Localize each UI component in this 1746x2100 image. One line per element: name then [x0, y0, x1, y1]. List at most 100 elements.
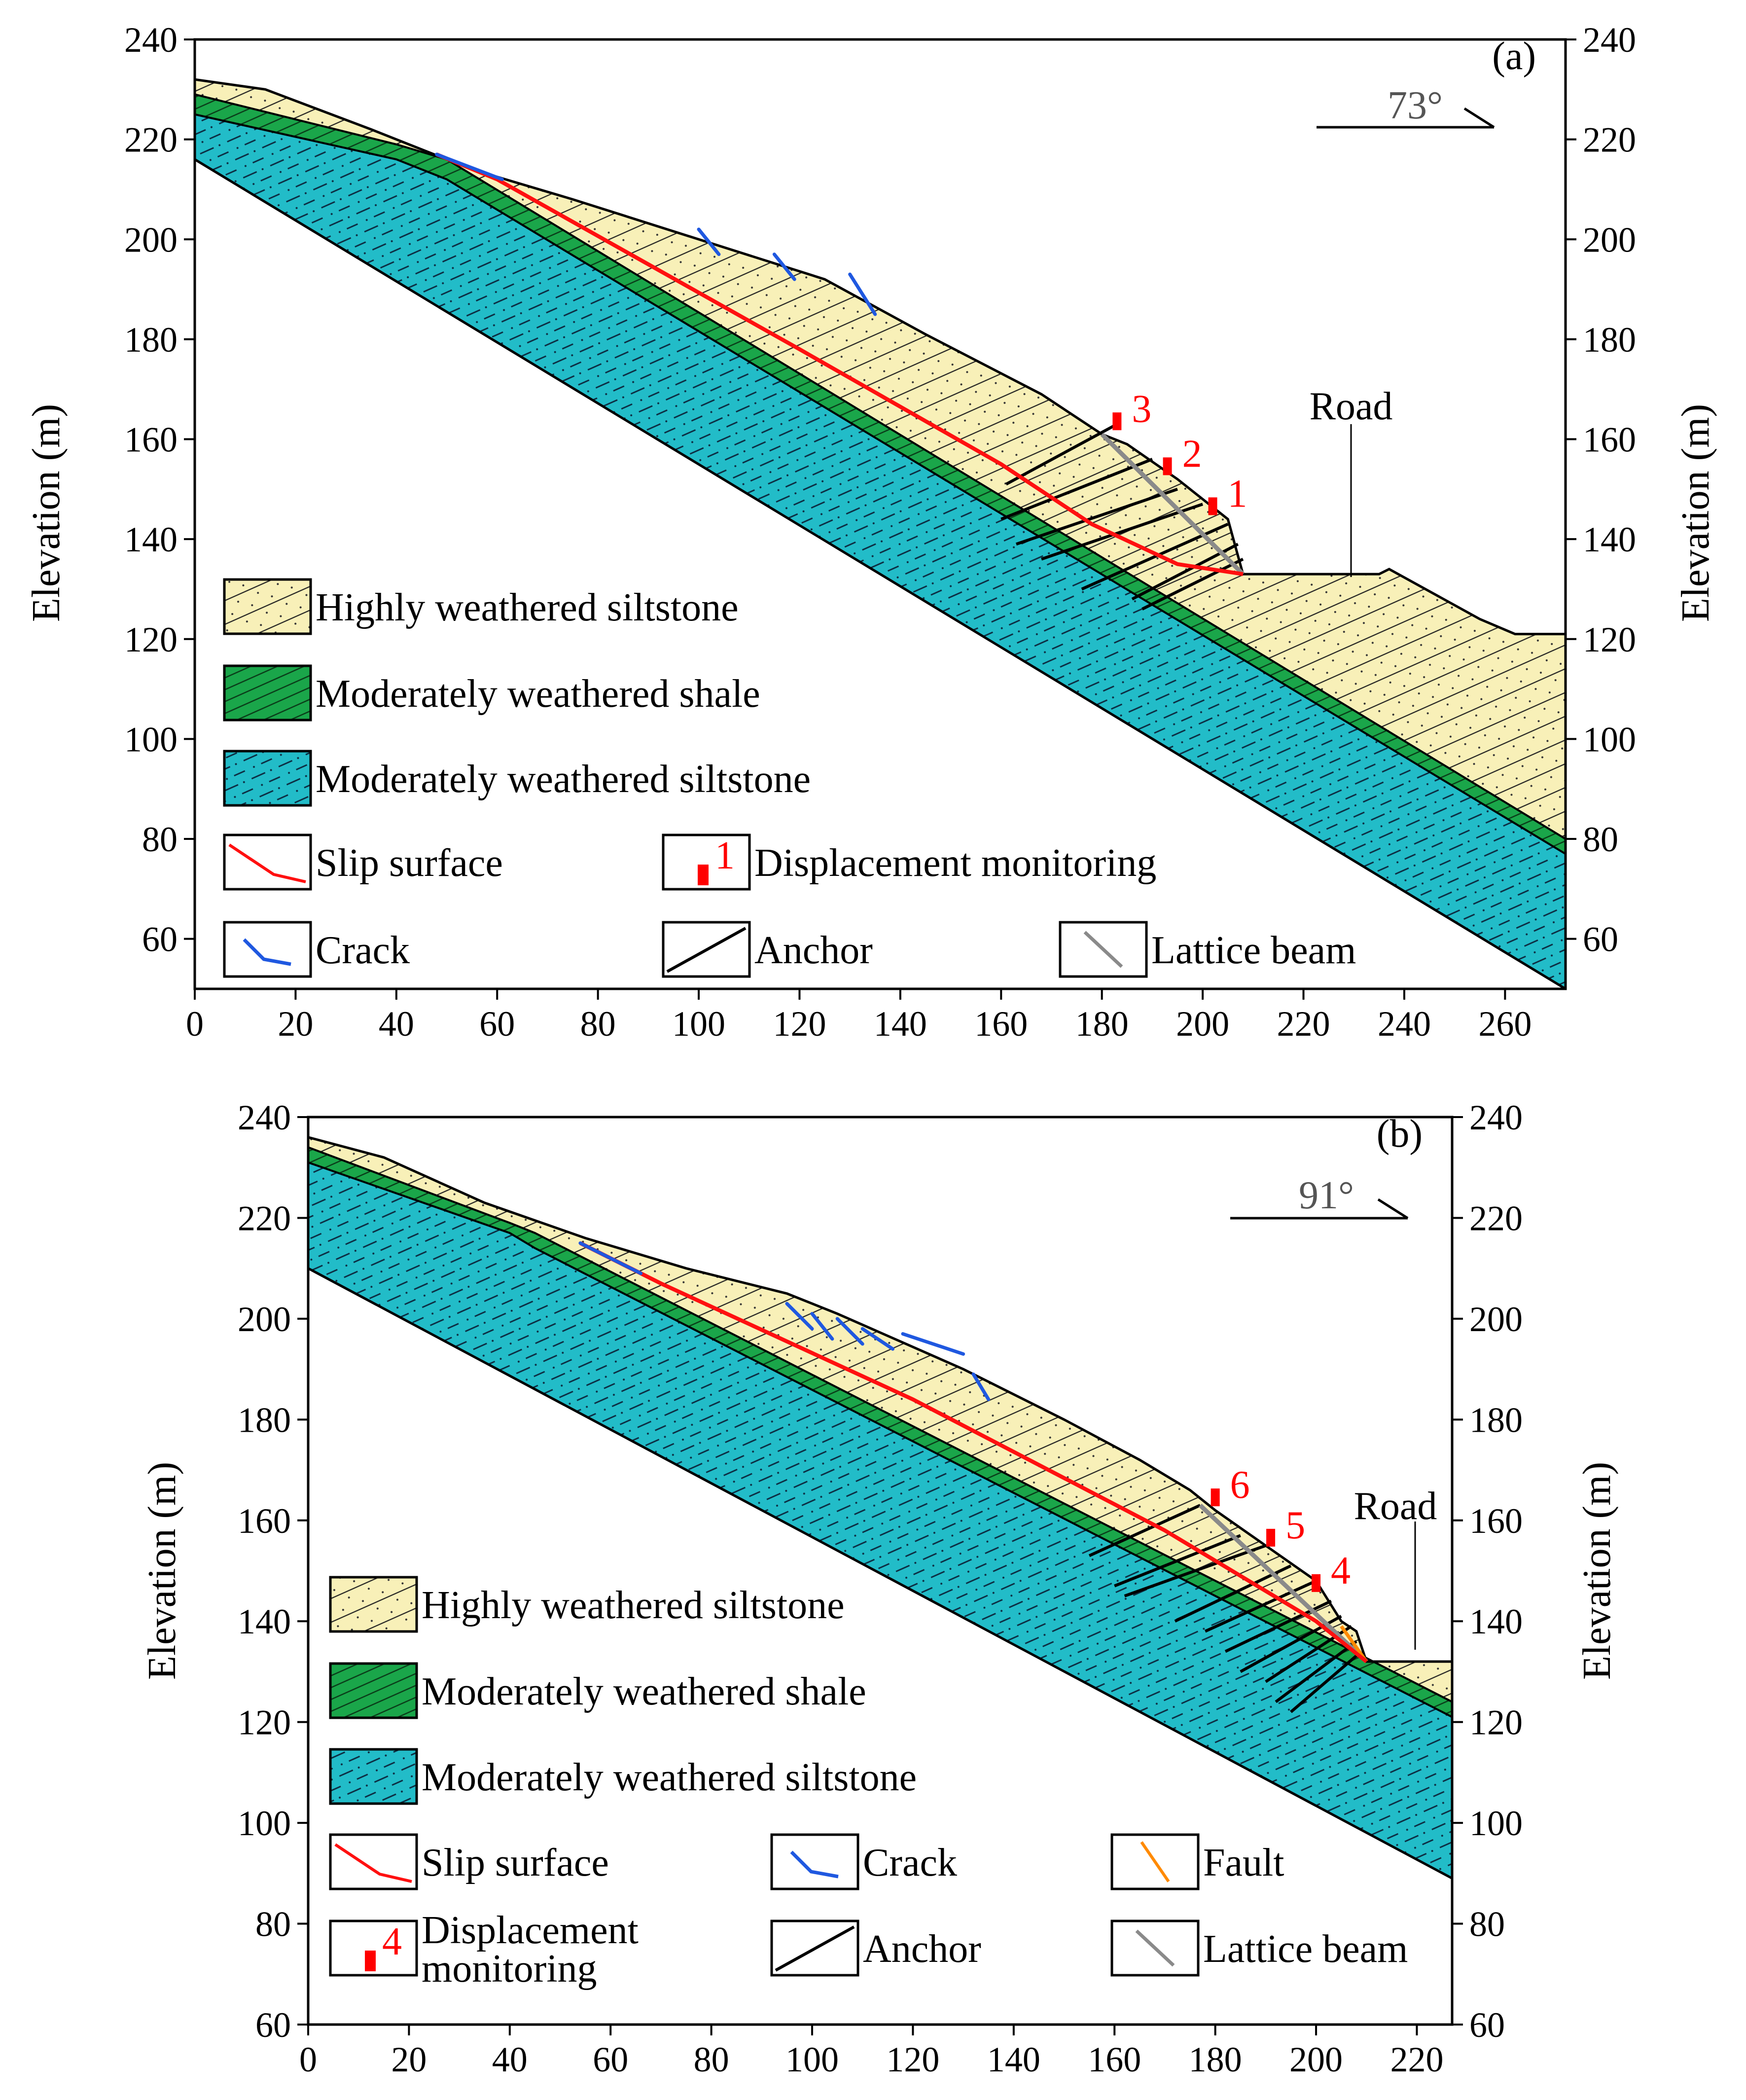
legend-item-fault: Fault: [1110, 1833, 1284, 1890]
crack: [772, 253, 796, 281]
monitor-marker: [1163, 457, 1172, 475]
anchor: [1204, 1579, 1317, 1633]
y-tick-label-right: 180: [1469, 1400, 1523, 1440]
x-tick-label: 200: [1289, 2040, 1343, 2079]
y-tick-label-left: 140: [124, 520, 178, 559]
monitor-marker: [1312, 1574, 1321, 1592]
monitor-marker: [1208, 497, 1217, 515]
legend-swatch: [329, 1576, 418, 1633]
legend-swatch: [329, 1662, 418, 1719]
panel-b-road-callout: Road: [1354, 1484, 1437, 1650]
legend-item-slip: Slip surface: [329, 1833, 609, 1890]
bedrock-base-boundary: [195, 158, 1566, 989]
displacement-monitor-4: 4: [1312, 1549, 1351, 1593]
legend-item-highly: Highly weathered siltstone: [223, 578, 739, 635]
y-tick-label-left: 80: [255, 1905, 291, 1944]
y-tick-label-right: 140: [1583, 520, 1636, 559]
legend-crack-line: [790, 1850, 839, 1879]
legend-swatch: [223, 750, 312, 807]
legend-anchor-line: [666, 927, 747, 973]
legend-item-crack: Crack: [770, 1833, 957, 1890]
x-tick-label: 100: [785, 2040, 839, 2079]
crack: [860, 1327, 895, 1351]
panel-b-legend: Highly weathered siltstone Moderately wea…: [329, 1576, 1408, 1991]
monitor-number: 2: [1182, 432, 1202, 475]
legend-lattice-line: [1083, 931, 1123, 968]
x-tick-label: 0: [186, 1004, 204, 1044]
legend-label: Crack: [863, 1841, 957, 1884]
displacement-monitor-6: 6: [1211, 1463, 1250, 1507]
y-tick-label-right: 100: [1469, 1804, 1523, 1843]
legend-monitor-marker: [698, 865, 709, 885]
y-tick-label-left: 180: [124, 320, 178, 360]
legend-anchor-line: [775, 1925, 855, 1972]
legend-monitor-number: 1: [715, 834, 735, 877]
y-tick-label-left: 60: [142, 920, 178, 959]
y-tick-label-right: 220: [1583, 120, 1636, 160]
y-tick-label-right: 60: [1583, 920, 1618, 959]
panel-a-y-axis-label-left: Elevation (m): [25, 404, 68, 622]
anchor: [1124, 1544, 1266, 1597]
anchor: [1000, 458, 1153, 521]
displacement-monitor-5: 5: [1266, 1504, 1305, 1547]
x-tick-label: 120: [886, 2040, 939, 2079]
legend-swatch: [329, 1748, 418, 1805]
crack: [578, 1241, 643, 1275]
x-tick-label: 180: [1075, 1004, 1129, 1044]
x-tick-label: 80: [694, 2040, 729, 2079]
legend-swatch: [770, 1833, 859, 1890]
legend-label: Highly weathered siltstone: [316, 586, 739, 629]
crack: [971, 1372, 991, 1401]
panel-a-frame: [193, 38, 1567, 990]
crack: [848, 272, 877, 316]
anchor: [1088, 1504, 1201, 1557]
crack: [785, 1302, 814, 1331]
legend-item-shale: Moderately weathered shale: [329, 1662, 866, 1719]
y-tick-label-left: 120: [238, 1703, 291, 1742]
x-tick-label: 60: [479, 1004, 515, 1044]
legend-label: Moderately weathered siltstone: [422, 1756, 917, 1799]
y-tick-label-left: 220: [124, 120, 178, 160]
monitor-number: 3: [1132, 387, 1151, 431]
displacement-monitor-3: 3: [1112, 387, 1151, 431]
y-tick-label-left: 200: [124, 220, 178, 259]
y-tick-label-right: 240: [1583, 20, 1636, 60]
lattice-beam: [1198, 1503, 1368, 1664]
panel-a-label: (a): [1492, 35, 1536, 78]
panel-b-axes: 0 20 40 60 80 100 120 140 160 180 200 220 60 60 80 80 10…: [238, 1098, 1523, 2079]
y-tick-label-left: 220: [238, 1198, 291, 1238]
y-tick-label-right: 80: [1469, 1905, 1505, 1944]
legend-label: Moderately weathered shale: [422, 1670, 866, 1713]
y-tick-label-right: 200: [1583, 220, 1636, 259]
panel-a-geology: [195, 78, 1566, 989]
slip-surface: [436, 152, 1244, 577]
ground-surface-line: [308, 1136, 1452, 1663]
panel-a-road-callout: Road: [1310, 385, 1392, 577]
monitor-number: 5: [1285, 1504, 1305, 1547]
x-tick-label: 260: [1478, 1004, 1532, 1044]
y-tick-label-right: 200: [1469, 1300, 1523, 1339]
legend-item-slip: Slip surface: [223, 833, 503, 891]
x-tick-label: 120: [773, 1004, 826, 1044]
legend-item-shale: Moderately weathered shale: [223, 664, 760, 722]
crack: [435, 152, 504, 181]
monitor-number: 4: [1331, 1549, 1351, 1593]
legend-monitor-number: 4: [382, 1920, 402, 1963]
legend-item-lattice: Lattice beam: [1110, 1919, 1408, 1977]
x-tick-label: 220: [1390, 2040, 1443, 2079]
legend-label: Lattice beam: [1203, 1927, 1408, 1971]
y-tick-label-right: 140: [1469, 1602, 1523, 1641]
legend-slip-line: [334, 1843, 412, 1883]
y-tick-label-right: 160: [1469, 1501, 1523, 1541]
legend-slip-line: [228, 843, 306, 883]
legend-label: monitoring: [422, 1947, 597, 1991]
x-tick-label: 80: [580, 1004, 616, 1044]
legend-swatch: [329, 1833, 418, 1890]
legend-swatch: [223, 578, 312, 635]
crack: [810, 1312, 834, 1341]
monitor-marker: [1112, 412, 1122, 431]
legend-item-lattice: Lattice beam: [1059, 921, 1356, 978]
y-tick-label-left: 160: [238, 1501, 291, 1541]
